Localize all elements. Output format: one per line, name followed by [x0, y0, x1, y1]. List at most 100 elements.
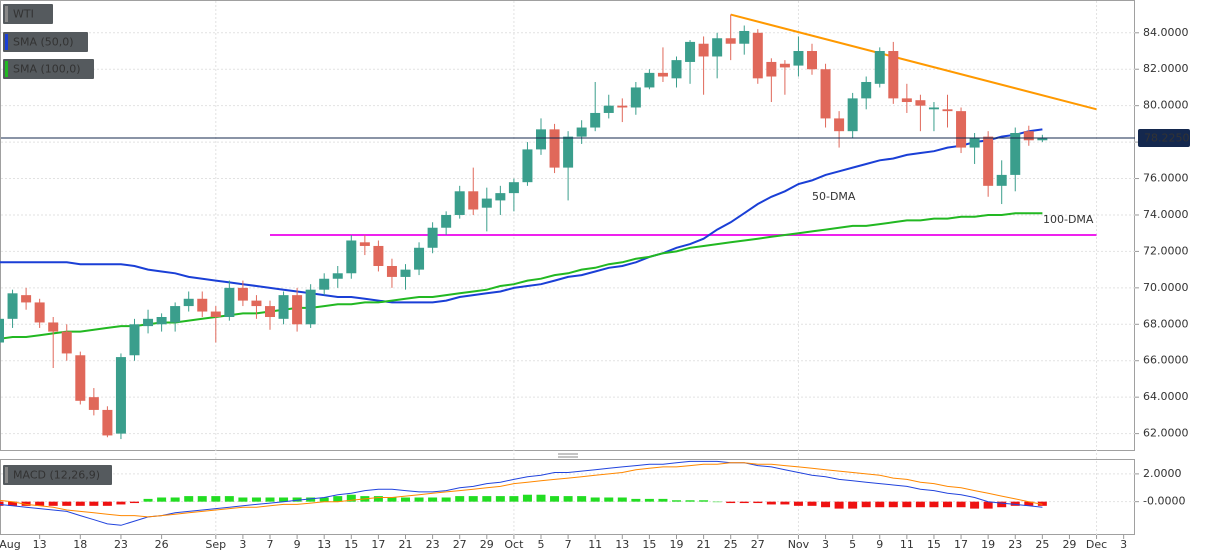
macd-histogram-bar	[983, 501, 993, 509]
candle-body	[766, 61, 777, 77]
y-tick-label: 62.0000	[1143, 427, 1189, 440]
macd-histogram-bar	[550, 496, 560, 502]
macd-histogram-bar	[238, 497, 248, 502]
x-tick-label: 5	[849, 538, 856, 551]
macd-histogram-bar	[617, 497, 627, 502]
candle-body	[739, 30, 750, 44]
candle-body	[400, 269, 411, 277]
macd-histogram-bar	[672, 500, 681, 502]
candle-body	[346, 240, 357, 274]
x-tick-label: 29	[480, 538, 494, 551]
x-tick-label: 15	[344, 538, 358, 551]
candle-body	[34, 302, 45, 323]
x-tick-label: 13	[317, 538, 331, 551]
macd-histogram-bar	[1024, 501, 1034, 506]
macd-histogram-bar	[21, 501, 31, 506]
macd-histogram-bar	[848, 501, 858, 509]
x-tick-label: 18	[73, 538, 87, 551]
candle-body	[210, 311, 221, 318]
candle-body	[427, 227, 438, 248]
legend-item: SMA (100,0)	[3, 59, 94, 79]
legend-box	[3, 32, 88, 52]
x-tick-label: 7	[267, 538, 274, 551]
candle-body	[630, 87, 641, 108]
macd-histogram-bar	[753, 501, 763, 504]
candle-body	[861, 81, 872, 99]
macd-histogram-bar	[766, 501, 776, 505]
legend-label: WTI	[13, 8, 34, 21]
x-tick-label: 13	[33, 538, 47, 551]
macd-histogram-bar	[468, 496, 478, 502]
macd-histogram-bar	[8, 501, 18, 506]
x-tick-label: 3	[822, 538, 829, 551]
macd-histogram-bar	[414, 497, 424, 502]
macd-histogram-bar	[943, 501, 952, 508]
candle-body	[536, 129, 546, 150]
x-tick-label: 13	[615, 538, 629, 551]
candle-body	[590, 112, 601, 128]
last-price-box	[1138, 129, 1190, 148]
macd-histogram-bar	[685, 500, 695, 502]
macd-histogram-bar	[563, 496, 573, 502]
candle-body	[508, 182, 519, 194]
candle-body	[481, 198, 492, 208]
x-tick-label: Oct	[504, 538, 524, 551]
macd-histogram-bar	[780, 501, 790, 505]
macd-histogram-bar	[373, 496, 383, 502]
macd-histogram-bar	[902, 501, 912, 508]
candle-body	[305, 289, 316, 325]
candle-body	[156, 317, 167, 325]
annotation: 100-DMA	[1043, 213, 1094, 226]
candle-body	[495, 193, 506, 201]
macd-panel-border	[0, 459, 1135, 535]
macd-histogram-bar	[699, 500, 709, 502]
macd-histogram-bar	[130, 501, 139, 504]
candle-body	[752, 32, 763, 79]
legend-swatch	[5, 61, 8, 77]
candle-body	[983, 136, 994, 186]
panel-resize-handle[interactable]	[558, 453, 578, 458]
y-tick-label: 70.0000	[1143, 281, 1189, 294]
macd-histogram-bar	[170, 497, 180, 502]
x-tick-label: Aug	[0, 538, 21, 551]
candle-body	[441, 214, 452, 228]
x-tick-label: 15	[642, 538, 656, 551]
candle-body	[373, 245, 384, 266]
candle-body	[996, 174, 1007, 186]
legend-box	[3, 4, 53, 24]
annotation: 50-DMA	[812, 190, 856, 203]
candle-body	[129, 324, 140, 356]
x-tick-label: 25	[1035, 538, 1049, 551]
x-tick-label: 29	[1062, 538, 1076, 551]
candle-body	[712, 38, 723, 57]
x-tick-label: 23	[426, 538, 440, 551]
legend-label: SMA (100,0)	[13, 63, 81, 76]
x-tick-label: 11	[588, 538, 602, 551]
x-tick-label: 23	[114, 538, 128, 551]
candle-body	[468, 191, 479, 210]
candle-body	[563, 136, 574, 168]
candle-body	[1037, 138, 1048, 141]
candle-body	[170, 306, 181, 323]
macd-line	[0, 462, 1043, 518]
candle-body	[237, 287, 248, 301]
macd-histogram-bar	[658, 498, 668, 502]
candle-body	[956, 111, 967, 148]
macd-histogram-bar	[536, 494, 546, 502]
candle-body	[874, 51, 885, 84]
candle-body	[115, 357, 126, 434]
candle-body	[1010, 132, 1021, 175]
candle-body	[793, 51, 804, 66]
candle-body	[0, 318, 4, 343]
macd-histogram-bar	[35, 501, 45, 506]
macd-histogram-bar	[102, 501, 112, 506]
macd-histogram-bar	[861, 501, 871, 508]
macd-histogram-bar	[1010, 501, 1020, 506]
x-tick-label: 3	[1120, 538, 1127, 551]
macd-line	[0, 460, 1043, 526]
macd-histogram-bar	[401, 497, 410, 502]
macd-histogram-bar	[197, 496, 207, 502]
candle-body	[834, 118, 845, 132]
